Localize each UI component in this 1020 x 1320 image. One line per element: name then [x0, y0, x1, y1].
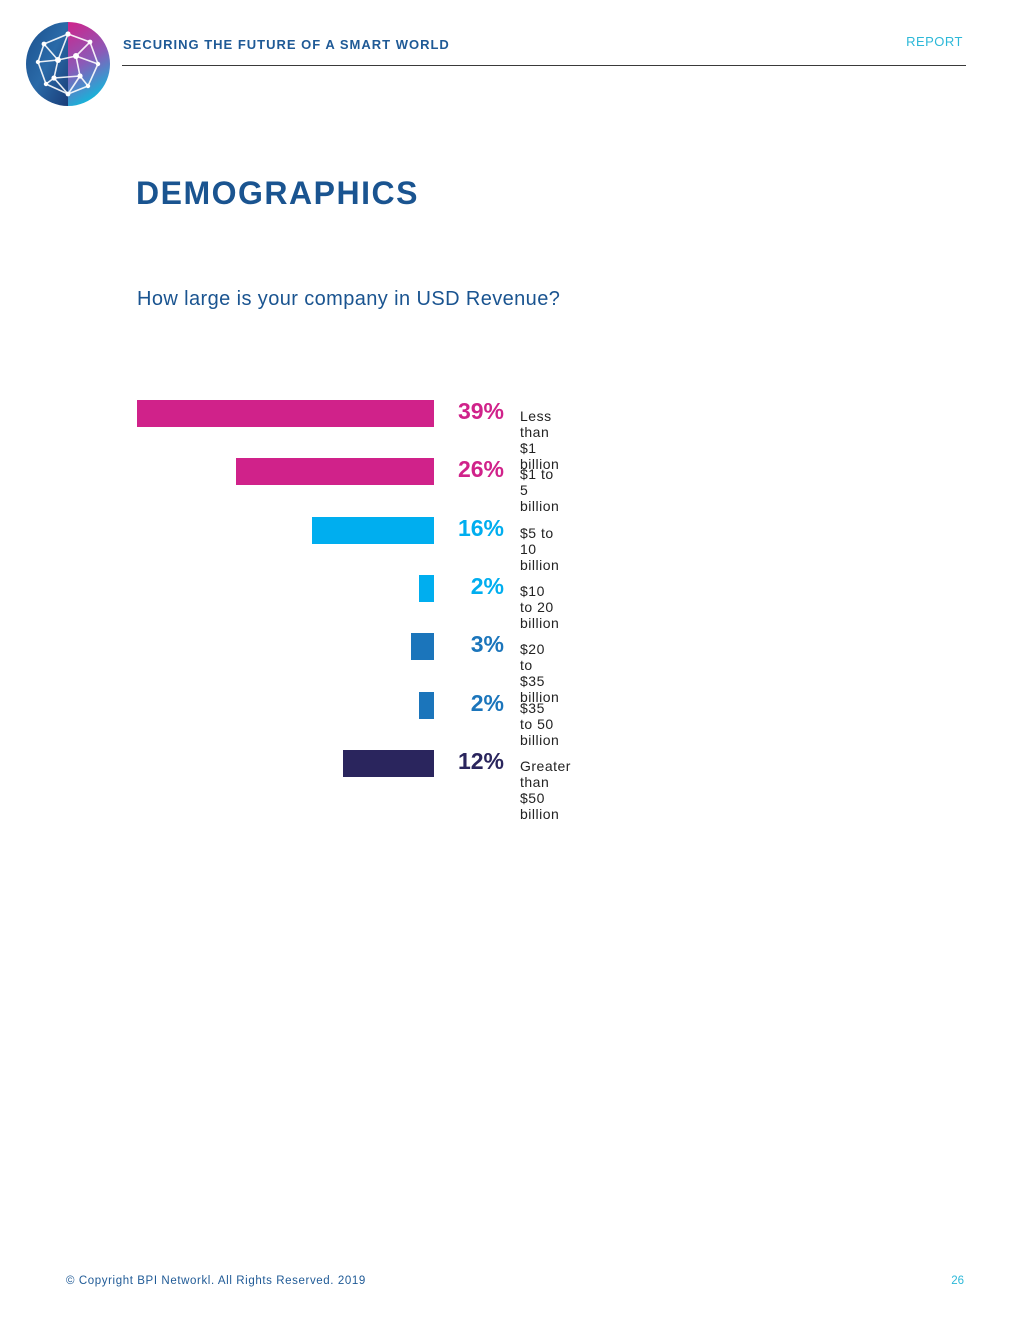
bar-4 [419, 575, 434, 602]
survey-question: How large is your company in USD Revenue… [137, 288, 561, 310]
report-label: REPORT [906, 34, 963, 49]
header-tagline: SECURING THE FUTURE OF A SMART WORLD [123, 37, 450, 52]
value-label: 39% [457, 398, 504, 424]
value-label: 2% [470, 690, 504, 716]
page-title: DEMOGRAPHICS [136, 175, 419, 211]
bar-2 [236, 458, 434, 485]
bar-5 [411, 633, 434, 660]
category-label: $10 to 20 billion [520, 583, 560, 631]
bar-7 [343, 750, 434, 777]
header-divider [122, 65, 966, 66]
value-label: 26% [457, 456, 504, 482]
bar-1 [137, 400, 434, 427]
value-label: 3% [470, 631, 504, 657]
value-label: 12% [457, 748, 504, 774]
category-label: $20 to $35 billion [520, 641, 560, 705]
category-label: Greater than $50 billion [520, 758, 571, 822]
bar-6 [419, 692, 434, 719]
value-label: 2% [470, 573, 504, 599]
copyright-notice: © Copyright BPI Networkl. All Rights Res… [66, 1275, 366, 1287]
bar-3 [312, 517, 434, 544]
network-globe-icon [24, 20, 112, 108]
category-label: $5 to 10 billion [520, 525, 560, 573]
category-label: $35 to 50 billion [520, 700, 560, 748]
category-label: $1 to 5 billion [520, 466, 560, 514]
page-number: 26 [951, 1275, 964, 1287]
category-label: Less than $1 billion [520, 408, 560, 472]
value-label: 16% [457, 515, 504, 541]
